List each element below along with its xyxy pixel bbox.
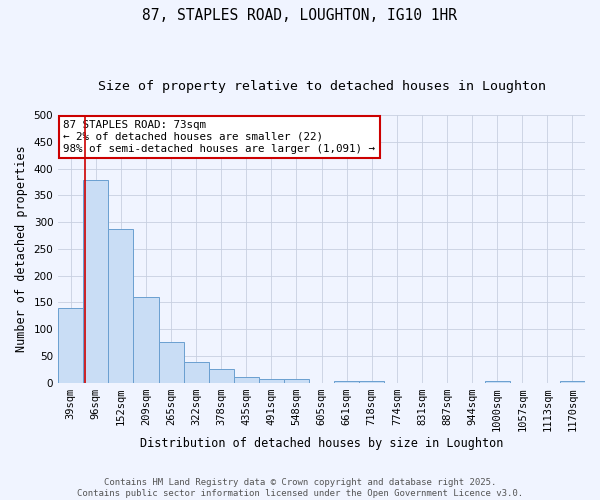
Text: 87, STAPLES ROAD, LOUGHTON, IG10 1HR: 87, STAPLES ROAD, LOUGHTON, IG10 1HR [143,8,458,22]
Title: Size of property relative to detached houses in Loughton: Size of property relative to detached ho… [98,80,545,93]
Bar [259,379,284,383]
Text: 87 STAPLES ROAD: 73sqm
← 2% of detached houses are smaller (22)
98% of semi-deta: 87 STAPLES ROAD: 73sqm ← 2% of detached … [64,120,376,154]
Bar [133,297,158,383]
Bar [158,342,184,383]
Bar [58,308,83,383]
Bar [234,378,259,383]
Bar [209,370,234,383]
Bar [184,362,209,383]
Y-axis label: Number of detached properties: Number of detached properties [15,146,28,352]
Bar [560,380,585,383]
Bar [359,380,385,383]
Bar [109,228,133,383]
Bar [334,380,359,383]
Text: Contains HM Land Registry data © Crown copyright and database right 2025.
Contai: Contains HM Land Registry data © Crown c… [77,478,523,498]
Bar [83,180,109,383]
Bar [284,379,309,383]
X-axis label: Distribution of detached houses by size in Loughton: Distribution of detached houses by size … [140,437,503,450]
Bar [485,380,510,383]
